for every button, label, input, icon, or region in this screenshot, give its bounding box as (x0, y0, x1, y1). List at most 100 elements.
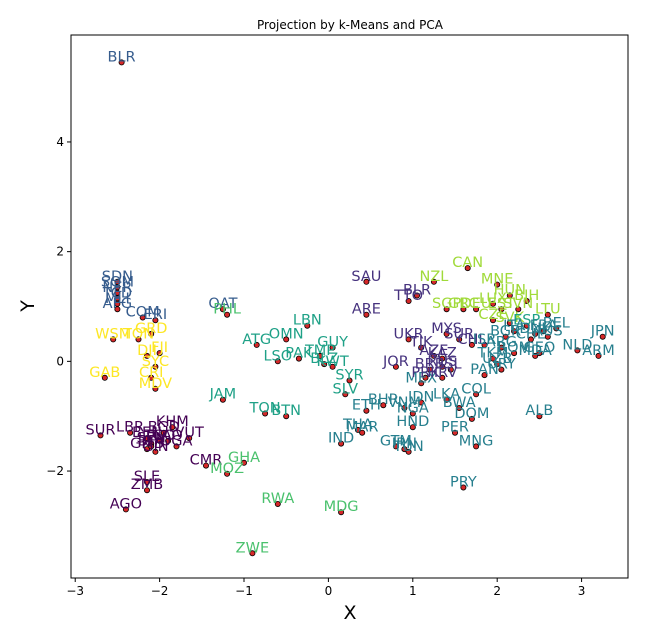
data-point (532, 352, 539, 359)
data-point (481, 372, 488, 379)
point-label: CRI (139, 365, 163, 381)
point-label: CMR (190, 453, 223, 469)
point-label: TON (249, 401, 281, 417)
point-label: BLZ (310, 351, 338, 367)
point-label: LUX (479, 291, 507, 307)
x-tick-label: 1 (409, 584, 417, 598)
point-label: JAM (209, 387, 236, 403)
data-point (456, 404, 463, 411)
data-point (405, 336, 412, 343)
data-point (451, 429, 458, 436)
point-label: TGO (143, 428, 176, 444)
data-point (540, 328, 547, 335)
point-label: SDN (102, 269, 133, 285)
point-label: ESP (513, 313, 540, 329)
point-label: DJI (137, 343, 157, 359)
point-label: RUS (427, 354, 457, 370)
data-point (363, 278, 370, 285)
point-label: SUR (444, 326, 474, 342)
point-label: BLR (108, 49, 136, 65)
data-point (316, 352, 323, 359)
data-point (439, 374, 446, 381)
point-label: MDG (324, 499, 359, 515)
data-point (447, 366, 454, 373)
data-point (544, 311, 551, 318)
x-tick-label: −3 (66, 584, 84, 598)
x-tick-label: −1 (235, 584, 253, 598)
point-label: GRD (135, 321, 167, 337)
data-point (152, 448, 159, 455)
y-tick-label: 0 (56, 354, 64, 368)
x-tick-label: 3 (578, 584, 586, 598)
point-label: VUT (175, 425, 205, 441)
point-label: IDN (408, 390, 434, 406)
point-label: CHL (457, 332, 486, 348)
data-point (409, 410, 416, 417)
data-point (114, 306, 121, 313)
point-label: MNG (459, 433, 494, 449)
point-label: GMB (130, 436, 164, 452)
point-label: MLI (105, 291, 130, 307)
point-label: GRC (448, 296, 479, 312)
data-point (363, 407, 370, 414)
data-point (143, 352, 150, 359)
point-label: FJI (151, 340, 168, 356)
y-axis-label: Y (17, 300, 39, 313)
point-label: LTU (535, 302, 561, 318)
y-tick-label: 4 (56, 135, 64, 149)
data-point (295, 355, 302, 362)
data-point (118, 59, 125, 66)
data-point (240, 459, 247, 466)
point-label: TON (122, 326, 154, 342)
point-label: SUR (86, 422, 116, 438)
data-point (253, 341, 260, 348)
data-point (595, 352, 602, 359)
data-point (156, 437, 163, 444)
data-point (122, 506, 129, 513)
point-label: URY (487, 357, 516, 373)
point-label: GHA (228, 450, 260, 466)
point-label: TTO (393, 288, 423, 304)
y-tick-label: 2 (56, 245, 64, 259)
point-label: QAT (208, 296, 237, 312)
data-point (329, 344, 336, 351)
data-point (363, 311, 370, 318)
data-point (156, 350, 163, 357)
data-point (165, 437, 172, 444)
data-point (127, 429, 134, 436)
data-point (152, 363, 159, 370)
x-axis-ticks: −3 −2 −1 0 1 2 3 (66, 578, 585, 598)
point-label: SYC (142, 354, 169, 370)
point-label: LSO (263, 348, 292, 364)
data-point (532, 330, 539, 337)
point-label: AGO (110, 496, 142, 512)
data-point (544, 333, 551, 340)
data-point (489, 300, 496, 307)
point-label: SYR (335, 368, 363, 384)
point-label: IND (328, 431, 354, 447)
data-point (430, 278, 437, 285)
data-point (135, 336, 142, 343)
data-point (502, 333, 509, 340)
point-label: FRA (530, 318, 558, 334)
point-label: BEN (132, 425, 162, 441)
data-point (338, 440, 345, 447)
data-point (456, 336, 463, 343)
x-tick-label: 2 (493, 584, 501, 598)
point-label: ITA (503, 318, 525, 334)
point-label: BGD (148, 420, 180, 436)
point-label: DNK (519, 321, 551, 337)
point-label: IRN (392, 436, 417, 452)
data-point (219, 306, 226, 313)
data-point (422, 374, 429, 381)
point-label: JOR (382, 354, 409, 370)
point-label: ERI (144, 307, 168, 323)
point-label: CAN (452, 255, 483, 271)
point-label: LKA (433, 387, 460, 403)
point-label: ZWE (236, 540, 269, 556)
data-point (202, 462, 209, 469)
data-point (494, 281, 501, 288)
point-label: VNM (388, 395, 421, 411)
point-label: AZE (419, 343, 448, 359)
